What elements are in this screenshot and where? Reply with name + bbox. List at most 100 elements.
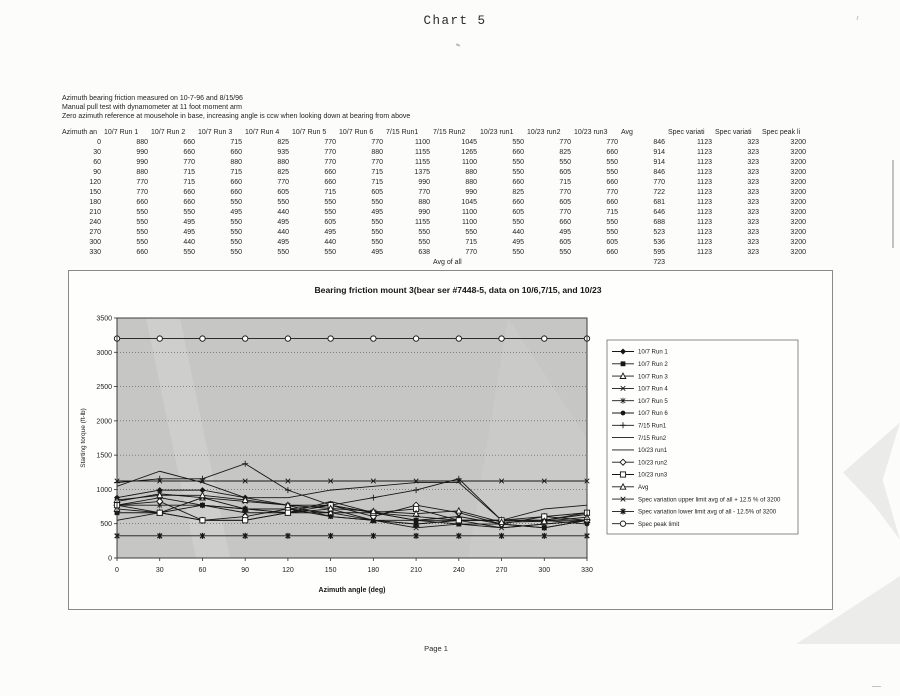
table-cell: 440: [324, 238, 336, 246]
notes-block: Azimuth bearing friction measured on 10-…: [62, 94, 410, 121]
table-cell: 550: [512, 248, 524, 256]
table-cell: 605: [277, 188, 289, 196]
table-cell: 715: [559, 178, 571, 186]
table-cell: 770: [606, 138, 618, 146]
legend-item: 10/7 Run 6: [612, 410, 668, 417]
table-cell: 770: [324, 138, 336, 146]
column-header: Avg: [621, 128, 633, 136]
table-cell: 715: [183, 178, 195, 186]
table-cell: 688: [653, 218, 665, 226]
table-cell: 440: [277, 208, 289, 216]
table-cell: 270: [89, 228, 101, 236]
table-cell: 660: [230, 178, 242, 186]
table-cell: 550: [371, 228, 383, 236]
table-cell: 495: [371, 248, 383, 256]
table-cell: 550: [136, 228, 148, 236]
table-cell: 880: [136, 168, 148, 176]
page-number: Page 1: [424, 644, 448, 653]
svg-text:60: 60: [199, 567, 207, 574]
table-cell: 723: [653, 258, 665, 266]
table-cell: 770: [136, 188, 148, 196]
table-cell: [527, 257, 574, 267]
column-header: 10/7 Run 2: [151, 128, 186, 136]
table-cell: 495: [324, 228, 336, 236]
svg-text:120: 120: [282, 567, 294, 574]
chart-series: [113, 335, 591, 342]
table-cell: 180: [89, 198, 101, 206]
table-cell: 1123: [696, 158, 712, 166]
svg-text:10/7 Run 1: 10/7 Run 1: [638, 349, 668, 356]
svg-text:10/23 run2: 10/23 run2: [638, 459, 668, 466]
table-cell: 550: [559, 158, 571, 166]
column-header: 7/15 Run2: [433, 128, 466, 136]
table-cell: 715: [230, 168, 242, 176]
table-cell: [668, 257, 715, 267]
svg-text:10/7 Run 5: 10/7 Run 5: [638, 398, 668, 405]
table-cell: 495: [371, 208, 383, 216]
table-cell: 550: [324, 208, 336, 216]
table-cell: 3200: [790, 238, 806, 246]
svg-text:2000: 2000: [96, 418, 112, 425]
svg-text:7/15 Run1: 7/15 Run1: [638, 423, 667, 430]
svg-text:10/23 run3: 10/23 run3: [638, 472, 668, 479]
table-cell: 770: [371, 138, 383, 146]
table-cell: 605: [371, 188, 383, 196]
table-cell: 770: [418, 188, 430, 196]
table-cell: 880: [136, 138, 148, 146]
table-row: 240 550 495 550 495 605 550 1155 1100 550 660 550 68…: [62, 217, 809, 227]
table-cell: 825: [277, 138, 289, 146]
table-cell: [386, 257, 433, 267]
table-cell: [151, 257, 198, 267]
table-cell: 550: [183, 208, 195, 216]
table-cell: 880: [277, 158, 289, 166]
legend-item: 10/23 run3: [612, 471, 668, 479]
table-row: 150 770 660 660 605 715 605 770 990 825 770 770 722 1…: [62, 187, 809, 197]
table-cell: 1265: [461, 148, 477, 156]
table-cell: 770: [653, 178, 665, 186]
table-header-row: Azimuth an 10/7 Run 1 10/7 Run 2 10/7 Run 3…: [62, 127, 809, 137]
table-cell: 550: [230, 198, 242, 206]
table-cell: 1123: [696, 238, 712, 246]
table-cell: 660: [136, 248, 148, 256]
column-header: Spec variati: [715, 128, 752, 136]
table-cell: 550: [277, 198, 289, 206]
svg-text:30: 30: [156, 567, 164, 574]
table-cell: 1100: [461, 208, 477, 216]
table-cell: 660: [512, 148, 524, 156]
svg-text:270: 270: [496, 567, 508, 574]
table-cell: 660: [606, 198, 618, 206]
svg-text:10/23 run1: 10/23 run1: [638, 447, 668, 454]
table-cell: 3200: [790, 218, 806, 226]
table-cell: 60: [93, 158, 101, 166]
table-cell: 770: [183, 158, 195, 166]
table-cell: Avg of all: [433, 258, 462, 266]
table-cell: 550: [418, 238, 430, 246]
legend-item: Spec variation upper limit avg of all + …: [612, 496, 781, 503]
svg-text:10/7 Run 3: 10/7 Run 3: [638, 373, 668, 380]
table-cell: 323: [747, 148, 759, 156]
table-cell: 660: [512, 178, 524, 186]
legend-item: 10/7 Run 5: [612, 397, 668, 405]
column-header: 10/23 run1: [480, 128, 514, 136]
table-cell: 715: [230, 138, 242, 146]
table-cell: 3200: [790, 228, 806, 236]
table-cell: [762, 257, 809, 267]
table-cell: 605: [559, 198, 571, 206]
column-header: 10/7 Run 5: [292, 128, 327, 136]
table-cell: 1045: [461, 198, 477, 206]
table-cell: 1123: [696, 198, 712, 206]
table-cell: 846: [653, 168, 665, 176]
column-header: 7/15 Run1: [386, 128, 419, 136]
chart-canvas: Bearing friction mount 3(bear ser #7448-…: [68, 270, 833, 610]
table-cell: 660: [230, 148, 242, 156]
table-cell: 660: [559, 218, 571, 226]
note-line-1: Azimuth bearing friction measured on 10-…: [62, 95, 243, 102]
table-row: 60 990 770 880 880 770 770 1155 1100 550 550 550 914…: [62, 157, 809, 167]
table-cell: 770: [324, 158, 336, 166]
table-cell: 240: [89, 218, 101, 226]
table-cell: 660: [183, 138, 195, 146]
table-cell: 495: [277, 218, 289, 226]
svg-text:330: 330: [581, 567, 593, 574]
table-row: 270 550 495 550 440 495 550 550 550 440 495 550 523 1…: [62, 227, 809, 237]
table-row: 180 660 660 550 550 550 550 880 1045 660 605 660 681…: [62, 197, 809, 207]
